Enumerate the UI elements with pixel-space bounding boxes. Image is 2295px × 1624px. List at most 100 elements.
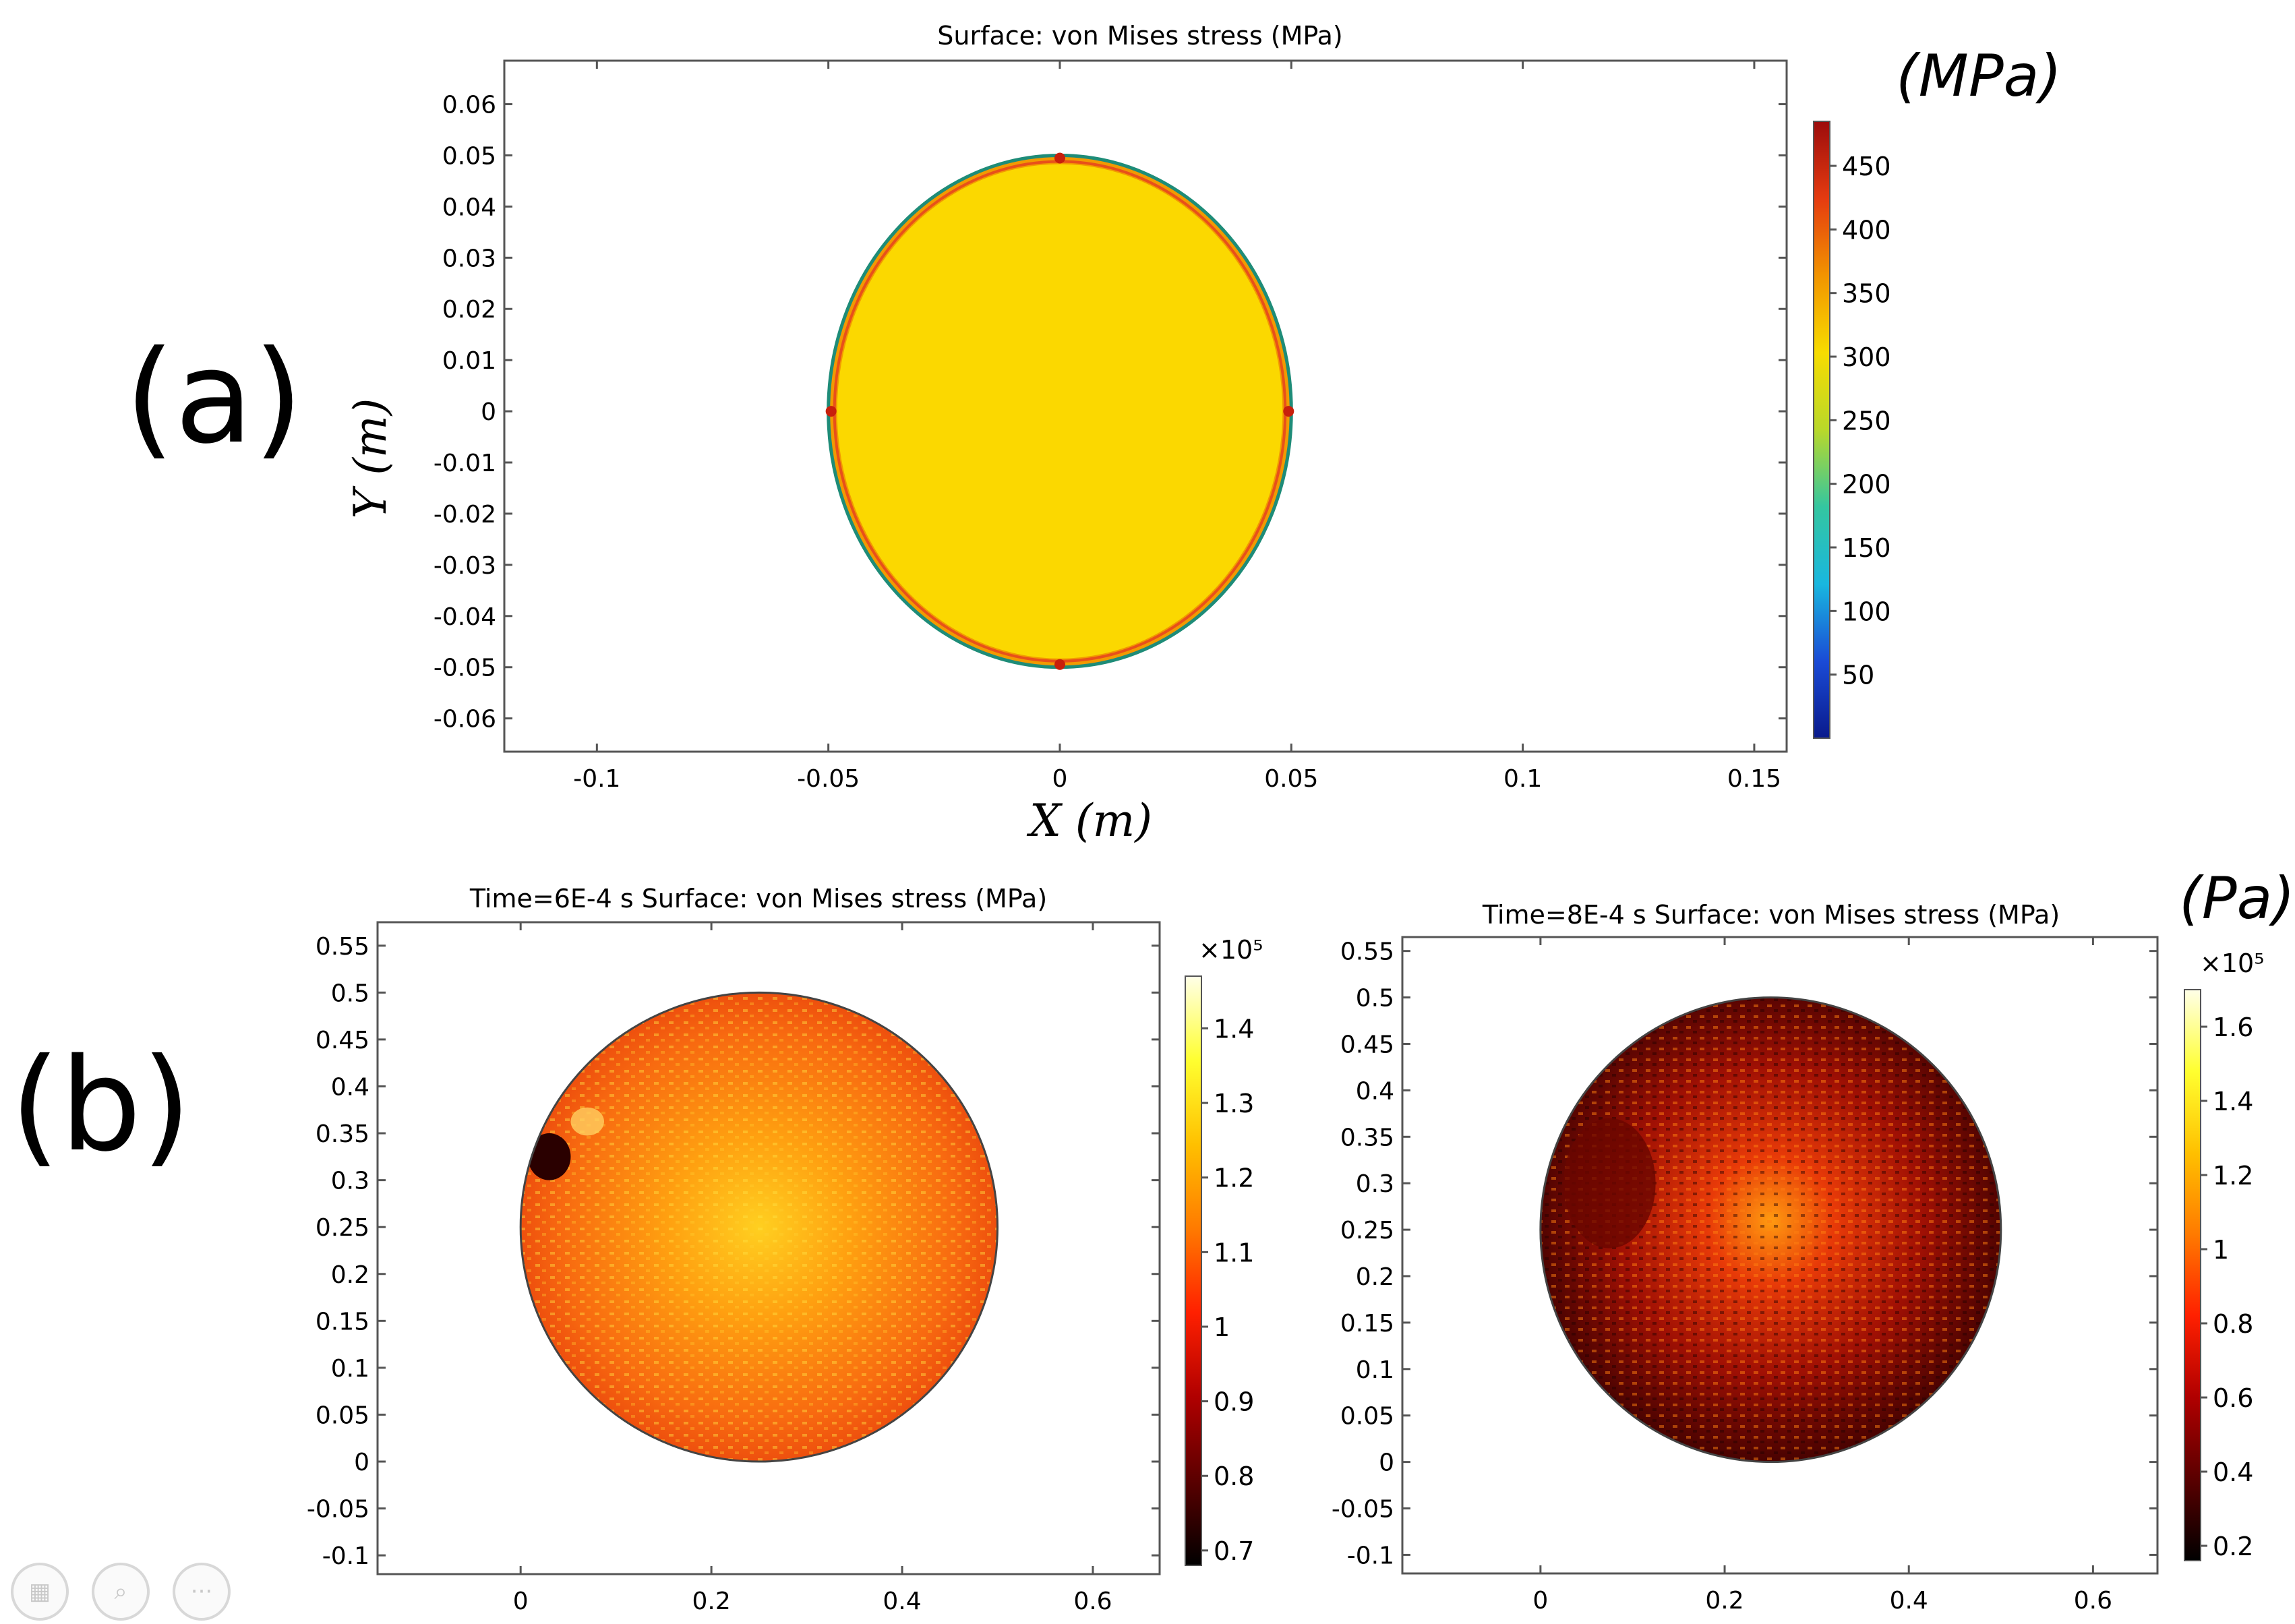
y-tick-label: 0.1 [1356,1356,1394,1384]
y-tick-label: 0.3 [1356,1170,1394,1198]
plot-b2-domain [1539,996,2002,1464]
x-tick-label: 0.6 [2074,1587,2112,1615]
more-icon[interactable]: ··· [173,1563,231,1621]
plot-b2-frame [1401,936,2159,1575]
plot-a-title: Surface: von Mises stress (MPa) [937,21,1342,51]
plot-a-ticks: -0.1 -0.05 0 0.05 0.1 0.15 0.06 0.05 0.04 0.03 0.0… [434,61,1787,793]
y-tick-label: 0.01 [442,347,496,375]
colorbar-b1-ticks: 1.4 1.3 1.2 1.1 1 0.9 0.8 0.7 [1201,1014,1254,1566]
colorbar-tick-label: 1.2 [1214,1164,1254,1193]
plot-panel-b1: Time=6E-4 s Surface: von Mises stress (M… [307,884,1263,1615]
y-tick-label: 0.25 [1340,1217,1394,1244]
domain-interior [837,164,1283,659]
x-tick-label: 0.05 [1264,765,1318,793]
y-tick-label: 0 [354,1449,369,1476]
colorbar-a-ticks: 450 400 350 300 250 200 150 100 50 [1830,152,1891,690]
y-tick-label: 0.45 [316,1027,369,1054]
colorbar-tick-label: 0.8 [2213,1309,2253,1339]
x-tick-label: 0.4 [1890,1587,1928,1615]
y-tick-label: 0.05 [316,1402,369,1429]
high-stress-spot [570,1107,604,1136]
y-tick-label: 0.04 [442,193,496,221]
plot-a-frame [503,59,1788,753]
plot-b1-title: Time=6E-4 s Surface: von Mises stress (M… [469,884,1047,913]
y-tick-label: -0.1 [322,1542,369,1570]
x-tick-label: 0 [1532,1587,1548,1615]
colorbar-tick-label: 1.4 [1214,1014,1254,1044]
y-tick-label: 0.05 [1340,1403,1394,1431]
y-tick-label: 0.4 [331,1073,369,1101]
zoom-icon-glyph: ⌕ [114,1578,127,1605]
y-tick-label: 0.03 [442,245,496,272]
plot-panel-a: Surface: von Mises stress (MPa) -0.1 -0.0… [345,21,2062,847]
low-stress-region [1563,1118,1656,1249]
x-axis-label: X (m) [1026,795,1152,847]
colorbar-tick-label: 50 [1842,661,1874,690]
stress-concentration [1283,406,1294,417]
colorbar-tick-label: 1.2 [2213,1161,2253,1191]
y-tick-label: 0.05 [442,142,496,170]
y-tick-label: 0 [1379,1449,1394,1477]
colorbar-tick-label: 0.8 [1214,1462,1254,1491]
y-tick-label: -0.05 [434,655,496,682]
colorbar-tick-label: 100 [1842,597,1891,626]
y-tick-label: 0.5 [1356,985,1394,1013]
zoom-icon[interactable]: ⌕ [92,1563,150,1621]
x-tick-label: 0.4 [883,1588,921,1615]
x-tick-label: 0.2 [1705,1587,1743,1615]
colorbar-tick-label: 1.3 [1214,1089,1254,1118]
layout-icon[interactable]: ▦ [11,1563,69,1621]
y-tick-label: 0.4 [1356,1077,1394,1105]
y-tick-label: 0.45 [1340,1031,1394,1058]
y-tick-label: 0.25 [316,1214,369,1242]
colorbar-tick-label: 0.9 [1214,1387,1254,1417]
plot-b1-ticks: 0 0.2 0.4 0.6 0.55 0.5 0.45 0.4 0.35 0.3 0.25 0.2 0.… [307,922,1160,1615]
colorbar-b2 [2184,989,2201,1561]
y-tick-label: -0.01 [434,450,496,477]
y-tick-label: 0.55 [1340,938,1394,966]
colorbar-tick-label: 1.4 [2213,1087,2253,1116]
colorbar-tick-label: 0.2 [2213,1532,2253,1561]
colorbar-tick-label: 1 [2213,1235,2229,1265]
y-tick-label: 0.35 [1340,1124,1394,1151]
colorbar-tick-label: 350 [1842,279,1891,309]
colorbar-b2-multiplier: ×10⁵ [2200,949,2264,978]
stress-concentration [1054,152,1065,164]
y-axis-label: Y (m) [345,398,396,519]
plot-a-domain [825,152,1294,670]
colorbar-tick-label: 1 [1214,1313,1230,1342]
domain-speckle [520,992,998,1462]
colorbar-b2-unit: (Pa) [2179,865,2295,932]
y-tick-label: 0.35 [316,1120,369,1148]
colorbar-tick-label: 0.6 [2213,1383,2253,1413]
x-tick-label: 0 [1052,765,1068,793]
y-tick-label: 0.2 [1356,1263,1394,1291]
plot-panel-b2: Time=8E-4 s Surface: von Mises stress (M… [1332,865,2295,1615]
colorbar-tick-label: 450 [1842,152,1891,181]
colorbar-tick-label: 1.6 [2213,1013,2253,1042]
colorbar-tick-label: 200 [1842,470,1891,500]
domain-speckle [1540,997,2001,1462]
colorbar-a-unit: (MPa) [1896,42,2062,110]
y-tick-label: 0.55 [316,933,369,961]
y-tick-label: -0.1 [1347,1542,1394,1569]
stress-concentration [825,406,837,417]
y-tick-label: 0 [481,398,496,426]
more-icon-glyph: ··· [190,1578,213,1605]
y-tick-label: 0.02 [442,296,496,324]
x-tick-label: 0.2 [692,1588,730,1615]
low-stress-spot [527,1133,571,1180]
x-tick-label: 0.1 [1503,765,1542,793]
y-tick-label: 0.2 [331,1261,369,1289]
y-tick-label: -0.03 [434,552,496,580]
y-tick-label: 0.3 [331,1168,369,1195]
y-tick-label: 0.06 [442,92,496,119]
colorbar-tick-label: 250 [1842,406,1891,435]
colorbar-tick-label: 0.4 [2213,1457,2253,1487]
plot-b1-domain [519,991,999,1463]
colorbar-b1-multiplier: ×10⁵ [1199,935,1263,965]
colorbar-tick-label: 1.1 [1214,1238,1254,1267]
y-tick-label: -0.06 [434,706,496,733]
plot-b1-frame [376,921,1161,1575]
